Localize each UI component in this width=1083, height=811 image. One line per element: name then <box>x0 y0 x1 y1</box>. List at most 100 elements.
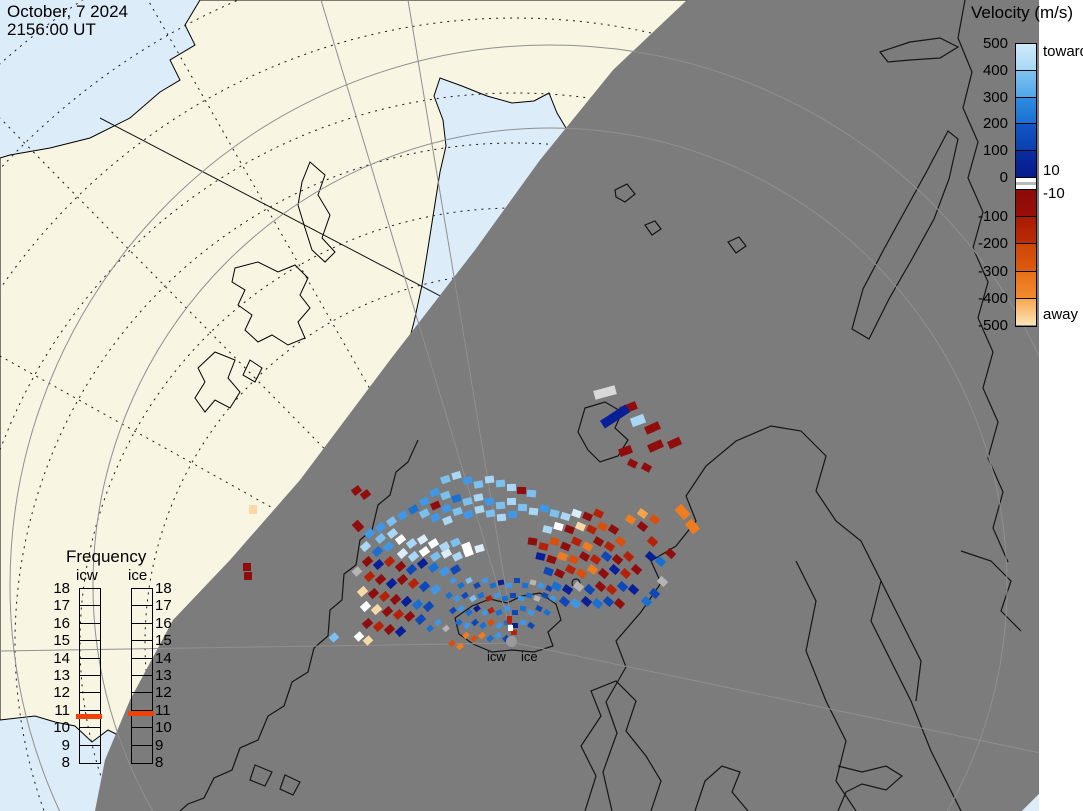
frequency-tick-line <box>80 605 100 607</box>
svalbard-island-south <box>194 351 241 413</box>
frequency-tick-label-icw: 8 <box>61 754 70 771</box>
magnetic-boundary-line <box>99 117 491 323</box>
colorbar-segment-away <box>1016 189 1036 218</box>
colorbar-segment-away <box>1016 217 1036 245</box>
greenland-east-coast <box>179 439 419 811</box>
velocity-tick-label: 500 <box>982 35 1008 52</box>
colorbar-segment-toward <box>1016 44 1036 71</box>
frequency-tick-label-icw: 14 <box>53 649 70 667</box>
novaya-zemlya-coast <box>851 130 959 340</box>
velocity-colorbar <box>1015 43 1037 327</box>
frequency-tick-label-icw: 12 <box>53 684 70 702</box>
baltic-coast <box>795 560 857 811</box>
frequency-tick-label-ice: 11 <box>155 701 171 719</box>
frequency-tick-label-icw: 15 <box>53 632 70 650</box>
map-site-label-ice: ice <box>521 649 538 664</box>
denmark-coast <box>694 765 749 811</box>
colorbar-segment-away <box>1016 298 1036 325</box>
velocity-tick-label: 300 <box>982 88 1008 106</box>
frequency-tick-label-icw: 17 <box>53 597 70 615</box>
toward-label: toward <box>1043 43 1083 60</box>
svalbard-island-main <box>231 261 311 346</box>
frequency-tick-label-icw: 10 <box>53 719 70 737</box>
radar-site-dot <box>506 636 517 647</box>
white-sea-coast <box>960 550 1022 632</box>
uk-coast <box>580 680 662 811</box>
frequency-tick-label-ice: 9 <box>155 736 164 754</box>
velocity-tick-label: 400 <box>982 61 1008 79</box>
frequency-tick-label-icw: 11 <box>54 701 70 719</box>
frequency-tick-line <box>80 709 100 711</box>
frequency-tick-line <box>80 675 100 676</box>
frequency-tick-line <box>132 640 152 642</box>
frequency-tick-line <box>132 675 152 676</box>
svalbard-island-east <box>297 161 336 263</box>
bothnia-coast <box>880 580 922 702</box>
frequency-bar-ice <box>131 588 153 764</box>
franz-josef-islet-3 <box>727 236 747 254</box>
velocity-tick-label: 200 <box>982 115 1008 133</box>
zero-band-lower-label: -10 <box>1043 185 1065 202</box>
frequency-tick-label-ice: 12 <box>155 684 172 702</box>
frequency-tick-line <box>132 692 152 694</box>
night-coastlines <box>179 0 1022 811</box>
frequency-col-icw: icw <box>76 567 98 584</box>
colorbar-segment-away <box>1016 244 1036 272</box>
frequency-tick-label-icw: 13 <box>53 667 70 684</box>
russia-mainland-coast <box>957 0 1009 563</box>
velocity-tick-label: 0 <box>999 169 1008 186</box>
frequency-tick-label-ice: 14 <box>155 649 172 667</box>
frequency-tick-label-ice: 8 <box>155 754 164 771</box>
frequency-tick-line <box>132 657 152 659</box>
colorbar-segment-toward <box>1016 97 1036 125</box>
frequency-marker-icw <box>76 714 102 720</box>
frequency-tick-line <box>132 709 152 711</box>
frequency-tick-label-icw: 18 <box>53 580 70 597</box>
velocity-tick-label: -100 <box>977 208 1008 226</box>
frequency-bar-icw <box>79 588 101 764</box>
frequency-tick-label-icw: 9 <box>61 736 70 754</box>
colorbar-segment-toward <box>1016 70 1036 98</box>
velocity-tick-label: -400 <box>977 289 1008 307</box>
greenland-se-islet-1 <box>249 764 273 787</box>
colorbar-title: Velocity (m/s) <box>971 3 1074 22</box>
away-label: away <box>1043 306 1079 323</box>
svalbard-islet <box>242 359 263 383</box>
frequency-tick-line <box>80 692 100 694</box>
frequency-tick-line <box>80 640 100 642</box>
greenland-se-islet-2 <box>279 774 301 796</box>
date-label: October, 7 2024 <box>7 2 128 21</box>
frequency-tick-line <box>132 622 152 624</box>
frequency-tick-line <box>80 657 100 659</box>
frequency-title: Frequency <box>66 547 147 566</box>
frequency-tick-line <box>132 605 152 607</box>
velocity-tick-label: -200 <box>977 235 1008 253</box>
velocity-tick-label: -300 <box>977 262 1008 280</box>
frequency-tick-label-ice: 13 <box>155 667 172 684</box>
time-label: 2156:00 UT <box>7 20 96 39</box>
frequency-marker-ice <box>128 710 154 716</box>
frequency-tick-label-ice: 18 <box>155 580 172 597</box>
frequency-tick-label-icw: 16 <box>53 614 70 632</box>
frequency-tick-label-ice: 15 <box>155 632 172 650</box>
colorbar-segment-toward <box>1016 124 1036 152</box>
frequency-tick-label-ice: 10 <box>155 719 172 737</box>
frequency-tick-line <box>132 744 152 746</box>
velocity-tick-label: 100 <box>982 142 1008 160</box>
day-sliver-bottom-right <box>1022 794 1039 811</box>
velocity-tick-label: -500 <box>977 317 1008 334</box>
colorbar-zero-band <box>1016 177 1036 190</box>
colorbar-segment-away <box>1016 271 1036 299</box>
frequency-tick-line <box>80 622 100 624</box>
frequency-tick-line <box>132 727 152 729</box>
severnaya-island <box>878 37 960 63</box>
frequency-tick-line <box>80 744 100 746</box>
franz-josef-islet-2 <box>644 220 662 236</box>
franz-josef-islet-1 <box>614 183 636 203</box>
frequency-col-ice: ice <box>128 567 148 584</box>
frequency-tick-label-ice: 17 <box>155 597 172 615</box>
plot-right-margin <box>1039 0 1083 811</box>
